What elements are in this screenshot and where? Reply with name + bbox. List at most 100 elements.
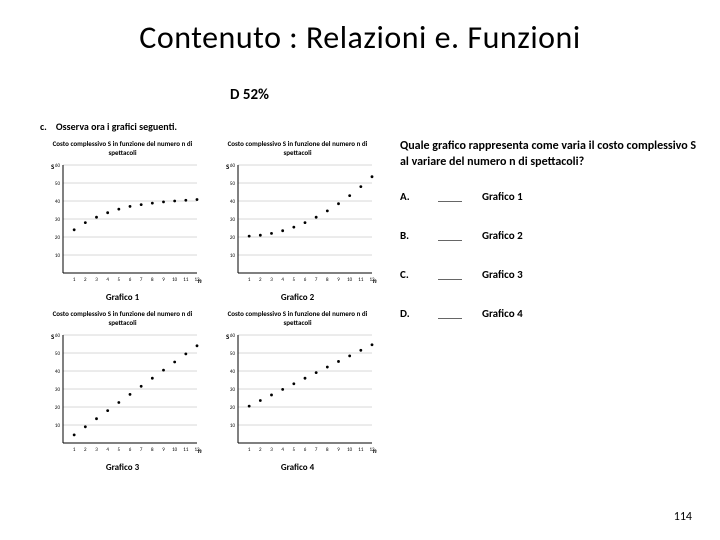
option-row: C. Grafico 3 [400,268,700,281]
option-row: A. Grafico 1 [400,190,700,203]
svg-text:40: 40 [54,199,60,205]
svg-text:8: 8 [326,447,329,453]
svg-text:40: 40 [54,369,60,375]
chart-subtitle: Costo complessivo S in funzione del nume… [40,309,205,327]
svg-text:10: 10 [172,447,178,453]
chart-svg: 102030405060123456789101112Sn [43,159,203,289]
svg-text:20: 20 [229,405,235,411]
svg-text:7: 7 [139,447,142,453]
svg-text:10: 10 [347,277,353,283]
svg-text:3: 3 [270,447,273,453]
svg-text:7: 7 [314,447,317,453]
svg-text:10: 10 [172,277,178,283]
chart-cell: Costo complessivo S in funzione del nume… [40,139,205,303]
svg-text:50: 50 [54,181,60,187]
options-list: A.Grafico 1B.Grafico 2C.Grafico 3D.Grafi… [400,190,700,320]
right-block: Quale grafico rappresenta come varia il … [400,138,700,320]
option-letter: A. [400,190,418,203]
svg-text:10: 10 [229,423,235,429]
instruction: c. Osserva ora i grafici seguenti. [40,120,380,133]
svg-text:11: 11 [358,277,364,283]
option-label: Grafico 1 [482,190,523,203]
svg-text:6: 6 [128,277,131,283]
svg-text:5: 5 [292,277,295,283]
svg-text:n: n [373,446,377,455]
svg-text:1: 1 [72,277,75,283]
chart-cell: Costo complessivo S in funzione del nume… [215,309,380,473]
chart-caption: Grafico 1 [106,292,139,303]
svg-text:4: 4 [106,277,109,283]
svg-text:n: n [198,446,202,455]
option-blank [438,230,462,241]
svg-text:5: 5 [292,447,295,453]
chart-caption: Grafico 2 [281,292,314,303]
svg-text:7: 7 [314,277,317,283]
svg-text:10: 10 [54,423,60,429]
svg-text:60: 60 [229,163,235,169]
svg-text:50: 50 [54,351,60,357]
svg-text:1: 1 [247,277,250,283]
svg-text:30: 30 [54,387,60,393]
svg-text:40: 40 [229,199,235,205]
svg-text:3: 3 [95,447,98,453]
instruction-text: Osserva ora i grafici seguenti. [56,120,177,133]
svg-text:6: 6 [128,447,131,453]
svg-text:3: 3 [270,277,273,283]
chart-cell: Costo complessivo S in funzione del nume… [215,139,380,303]
svg-text:30: 30 [229,217,235,223]
svg-text:9: 9 [162,447,165,453]
chart-subtitle: Costo complessivo S in funzione del nume… [215,139,380,157]
svg-text:1: 1 [247,447,250,453]
instruction-prefix: c. [40,120,47,133]
option-letter: C. [400,268,418,281]
option-blank [438,191,462,202]
svg-text:n: n [198,276,202,285]
svg-text:4: 4 [106,447,109,453]
page-number: 114 [674,510,692,524]
svg-text:60: 60 [54,333,60,339]
chart-caption: Grafico 4 [281,462,314,473]
svg-text:60: 60 [229,333,235,339]
chart-caption: Grafico 3 [106,462,139,473]
svg-text:5: 5 [117,277,120,283]
svg-text:11: 11 [183,447,189,453]
svg-text:2: 2 [259,447,262,453]
svg-text:20: 20 [229,235,235,241]
option-blank [438,308,462,319]
svg-text:11: 11 [358,447,364,453]
svg-text:30: 30 [54,217,60,223]
svg-text:9: 9 [162,277,165,283]
svg-text:8: 8 [151,447,154,453]
svg-text:5: 5 [117,447,120,453]
option-label: Grafico 4 [482,307,523,320]
option-row: D.Grafico 4 [400,307,700,320]
svg-text:50: 50 [229,181,235,187]
chart-subtitle: Costo complessivo S in funzione del nume… [40,139,205,157]
question-text: Quale grafico rappresenta come varia il … [400,138,700,170]
chart-grid: Costo complessivo S in funzione del nume… [40,139,380,473]
svg-text:9: 9 [337,277,340,283]
chart-subtitle: Costo complessivo S in funzione del nume… [215,309,380,327]
option-blank [438,269,462,280]
subtitle: D 52% [230,86,269,104]
svg-text:7: 7 [139,277,142,283]
svg-text:4: 4 [281,277,284,283]
svg-text:10: 10 [229,253,235,259]
svg-text:3: 3 [95,277,98,283]
svg-text:50: 50 [229,351,235,357]
svg-text:2: 2 [84,277,87,283]
left-block: c. Osserva ora i grafici seguenti. Costo… [40,120,380,473]
svg-text:8: 8 [151,277,154,283]
svg-text:4: 4 [281,447,284,453]
slide: Contenuto : Relazioni e. Funzioni D 52% … [0,0,720,540]
svg-text:20: 20 [54,405,60,411]
svg-text:20: 20 [54,235,60,241]
svg-text:n: n [373,276,377,285]
page-title: Contenuto : Relazioni e. Funzioni [0,18,720,57]
svg-text:10: 10 [54,253,60,259]
svg-text:40: 40 [229,369,235,375]
svg-text:10: 10 [347,447,353,453]
option-label: Grafico 3 [482,268,523,281]
chart-svg: 102030405060123456789101112Sn [218,159,378,289]
svg-text:9: 9 [337,447,340,453]
